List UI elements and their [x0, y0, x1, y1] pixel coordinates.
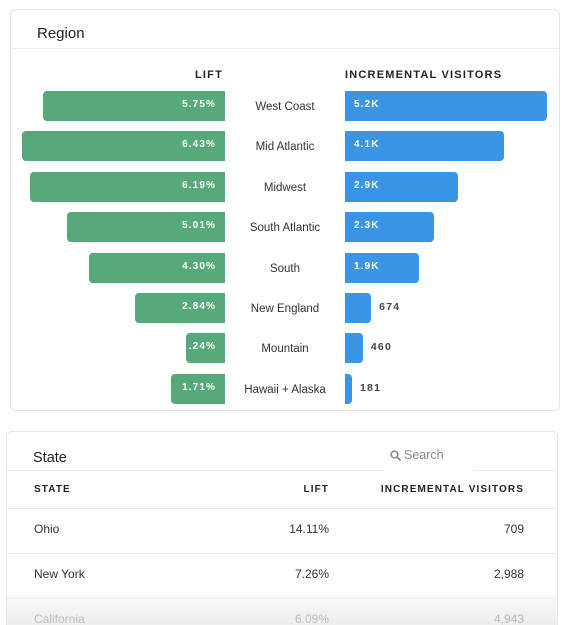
visitors-value: 4.1K	[354, 139, 380, 151]
table-row[interactable]: New York 7.26% 2,988	[7, 554, 557, 599]
region-label: Mid Atlantic	[255, 141, 315, 154]
visitors-bar[interactable]	[345, 333, 363, 364]
lift-value: 4.30%	[182, 260, 216, 272]
region-row: .24% Mountain 460	[11, 333, 561, 364]
visitors-bar[interactable]: 4.1K	[345, 131, 505, 162]
lift-value: 6.43%	[182, 139, 216, 151]
visitors-bar[interactable]: 5.2K	[345, 91, 547, 121]
visitors-value: 5.2K	[354, 99, 380, 110]
region-label: Midwest	[263, 181, 307, 194]
state-panel: State STATE LIFT INCREMENTAL VISITORS Oh…	[6, 431, 558, 625]
visitors-cell: 2,988	[493, 567, 524, 581]
region-panel: Region LIFT INCREMENTAL VISITORS 5.75% We…	[10, 9, 560, 411]
lift-column-header: LIFT	[194, 69, 223, 81]
lift-bar[interactable]: 1.71%	[171, 373, 225, 404]
state-divider	[7, 470, 557, 471]
state-cell: Ohio	[34, 522, 60, 536]
state-title: State	[33, 450, 67, 466]
search-icon	[390, 450, 401, 461]
region-row: 4.30% South 1.9K	[11, 252, 561, 283]
lift-column-header[interactable]: LIFT	[303, 484, 329, 495]
region-divider	[11, 48, 559, 49]
region-row: 5.75% West Coast 5.2K	[11, 91, 561, 121]
lift-value: 6.19%	[182, 179, 216, 191]
lift-bar[interactable]: 2.84%	[135, 293, 225, 323]
visitors-value: 181	[360, 381, 382, 394]
lift-cell: 14.11%	[289, 522, 329, 536]
visitors-value: 2.9K	[354, 179, 380, 191]
table-header-divider	[7, 508, 557, 509]
region-row: 6.19% Midwest 2.9K	[11, 171, 561, 202]
lift-value: 2.84%	[182, 301, 216, 312]
region-label: South Atlantic	[249, 222, 321, 235]
search-box[interactable]	[384, 443, 474, 471]
lift-bar[interactable]: 6.19%	[29, 171, 225, 202]
lift-bar[interactable]: 4.30%	[89, 252, 225, 283]
state-cell: California	[34, 612, 85, 625]
region-label: West Coast	[255, 101, 315, 113]
visitors-column-header: INCREMENTAL VISITORS	[345, 69, 503, 81]
search-input[interactable]	[404, 448, 470, 462]
lift-bar[interactable]: 5.75%	[43, 91, 225, 121]
region-title: Region	[37, 25, 85, 42]
lift-value: 5.75%	[182, 99, 216, 110]
visitors-bar[interactable]	[345, 373, 353, 404]
visitors-value: 674	[379, 301, 401, 313]
visitors-bar[interactable]: 2.9K	[345, 171, 458, 202]
visitors-value: 2.3K	[354, 220, 380, 232]
lift-value: .24%	[188, 341, 216, 353]
table-row[interactable]: California 6.09% 4,943	[7, 599, 557, 625]
table-row[interactable]: Ohio 14.11% 709	[7, 509, 557, 554]
visitors-bar[interactable]	[345, 293, 372, 323]
region-row: 6.43% Mid Atlantic 4.1K	[11, 131, 561, 162]
visitors-bar[interactable]: 2.3K	[345, 212, 435, 243]
region-row: 5.01% South Atlantic 2.3K	[11, 212, 561, 243]
lift-bar[interactable]: .24%	[185, 333, 225, 364]
lift-bar[interactable]: 6.43%	[22, 131, 225, 162]
visitors-column-header[interactable]: INCREMENTAL VISITORS	[380, 484, 524, 495]
lift-value: 1.71%	[182, 381, 216, 393]
visitors-bar[interactable]: 1.9K	[345, 252, 419, 283]
region-label: Hawaii + Alaska	[244, 383, 326, 396]
region-row: 1.71% Hawaii + Alaska 181	[11, 373, 561, 404]
visitors-value: 1.9K	[354, 260, 380, 272]
lift-cell: 6.09%	[294, 612, 329, 625]
visitors-cell: 4,943	[493, 612, 524, 625]
region-row: 2.84% New England 674	[11, 293, 561, 323]
state-column-header[interactable]: STATE	[34, 484, 71, 495]
lift-cell: 7.26%	[294, 567, 329, 581]
lift-value: 5.01%	[182, 220, 216, 232]
lift-bar[interactable]: 5.01%	[66, 212, 225, 243]
region-label: New England	[250, 303, 320, 315]
region-label: Mountain	[261, 343, 309, 356]
visitors-value: 460	[370, 341, 392, 354]
visitors-cell: 709	[503, 522, 524, 536]
region-label: South	[269, 262, 301, 275]
state-cell: New York	[34, 567, 85, 581]
